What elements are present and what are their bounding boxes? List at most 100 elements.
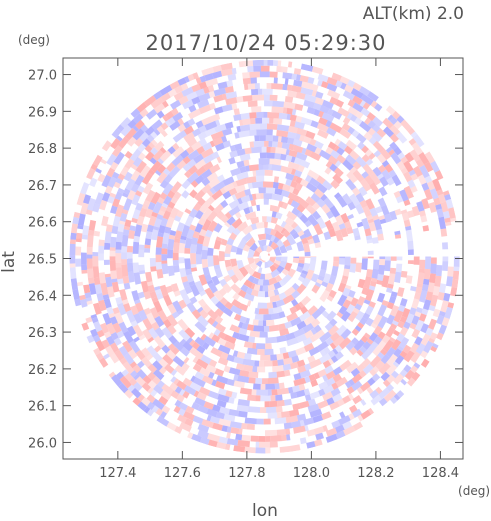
echo-cell bbox=[296, 240, 305, 252]
echo-cell bbox=[444, 306, 453, 319]
echo-cell bbox=[69, 255, 76, 264]
echo-cell bbox=[166, 162, 176, 172]
echo-cell bbox=[382, 379, 391, 388]
echo-cell bbox=[267, 284, 276, 292]
echo-cell bbox=[247, 182, 253, 189]
echo-cell bbox=[236, 260, 244, 270]
echo-cell bbox=[167, 343, 176, 352]
echo-cell bbox=[191, 83, 201, 93]
echo-cell bbox=[250, 435, 259, 442]
echo-cell bbox=[75, 238, 82, 243]
echo-cell bbox=[112, 198, 121, 208]
echo-cell bbox=[281, 189, 290, 198]
echo-cell bbox=[294, 157, 303, 165]
echo-cell bbox=[331, 265, 339, 277]
echo-cell bbox=[368, 285, 376, 291]
echo-cell bbox=[348, 378, 355, 387]
echo-cell bbox=[389, 116, 398, 125]
echo-cell bbox=[267, 377, 279, 384]
echo-cell bbox=[297, 164, 305, 173]
echo-cell bbox=[234, 132, 240, 139]
y-tick-label: 26.4 bbox=[28, 289, 57, 304]
echo-cell bbox=[230, 167, 241, 177]
echo-cell bbox=[264, 140, 269, 147]
echo-cell bbox=[167, 238, 175, 250]
echo-cell bbox=[195, 254, 202, 265]
echo-cell bbox=[339, 256, 345, 259]
echo-cell bbox=[213, 239, 222, 250]
echo-cell bbox=[202, 235, 211, 247]
echo-cell bbox=[134, 299, 141, 305]
echo-cell bbox=[432, 178, 442, 192]
echo-cell bbox=[124, 150, 133, 159]
echo-cell bbox=[347, 99, 356, 108]
echo-cell bbox=[145, 271, 153, 283]
echo-cell bbox=[405, 225, 412, 231]
echo-cell bbox=[238, 130, 250, 138]
echo-cell bbox=[103, 331, 112, 339]
echo-cell bbox=[390, 396, 398, 405]
echo-cell bbox=[363, 131, 373, 141]
echo-cell bbox=[145, 189, 156, 203]
echo-cell bbox=[208, 332, 215, 339]
echo-cell bbox=[369, 182, 380, 195]
echo-cell bbox=[400, 167, 408, 175]
echo-cell bbox=[273, 77, 278, 84]
echo-cell bbox=[258, 441, 270, 448]
echo-cell bbox=[282, 352, 290, 360]
echo-cell bbox=[400, 298, 408, 307]
echo-cell bbox=[374, 103, 383, 112]
echo-cell bbox=[178, 408, 186, 417]
echo-cell bbox=[251, 146, 262, 154]
echo-cell bbox=[170, 369, 178, 376]
echo-cell bbox=[404, 369, 415, 381]
echo-cell bbox=[270, 216, 279, 224]
echo-cell bbox=[404, 152, 415, 163]
echo-cell bbox=[442, 256, 449, 262]
echo-cell bbox=[438, 193, 446, 204]
echo-cell bbox=[119, 289, 128, 301]
echo-cell bbox=[282, 229, 291, 238]
echo-cell bbox=[134, 174, 145, 187]
echo-cell bbox=[226, 378, 235, 386]
echo-cell bbox=[194, 336, 206, 347]
echo-cell bbox=[182, 377, 193, 387]
echo-cell bbox=[132, 241, 140, 254]
echo-cell bbox=[373, 218, 382, 231]
echo-cell bbox=[254, 135, 260, 142]
echo-cell bbox=[115, 204, 124, 218]
echo-cell bbox=[177, 309, 184, 316]
echo-cell bbox=[141, 172, 153, 185]
echo-cell bbox=[119, 375, 132, 389]
echo-cell bbox=[323, 197, 335, 209]
echo-cell bbox=[126, 252, 133, 259]
echo-cell bbox=[340, 212, 350, 224]
echo-cell bbox=[383, 389, 397, 403]
echo-cell bbox=[225, 443, 231, 451]
echo-cell bbox=[342, 90, 355, 101]
echo-cell bbox=[425, 291, 434, 301]
echo-cell bbox=[440, 228, 448, 237]
echo-cell bbox=[307, 305, 318, 316]
echo-cell bbox=[427, 282, 435, 293]
echo-cell bbox=[116, 330, 125, 339]
echo-cell bbox=[190, 244, 197, 254]
echo-cell bbox=[266, 123, 278, 130]
echo-cell bbox=[163, 195, 172, 206]
echo-cell bbox=[137, 152, 147, 161]
echo-cell bbox=[342, 268, 350, 277]
echo-cell bbox=[189, 189, 198, 199]
echo-cell bbox=[203, 335, 216, 347]
echo-cell bbox=[299, 400, 310, 409]
echo-cell bbox=[309, 358, 322, 369]
echo-cell bbox=[81, 264, 88, 271]
echo-cell bbox=[341, 122, 351, 132]
echo-cell bbox=[252, 319, 259, 326]
echo-cell bbox=[289, 444, 301, 452]
echo-cell bbox=[235, 363, 245, 371]
echo-cell bbox=[399, 326, 409, 336]
echo-cell bbox=[267, 59, 274, 66]
echo-cell bbox=[255, 169, 265, 176]
echo-cell bbox=[389, 141, 398, 151]
echo-cell bbox=[117, 278, 124, 285]
